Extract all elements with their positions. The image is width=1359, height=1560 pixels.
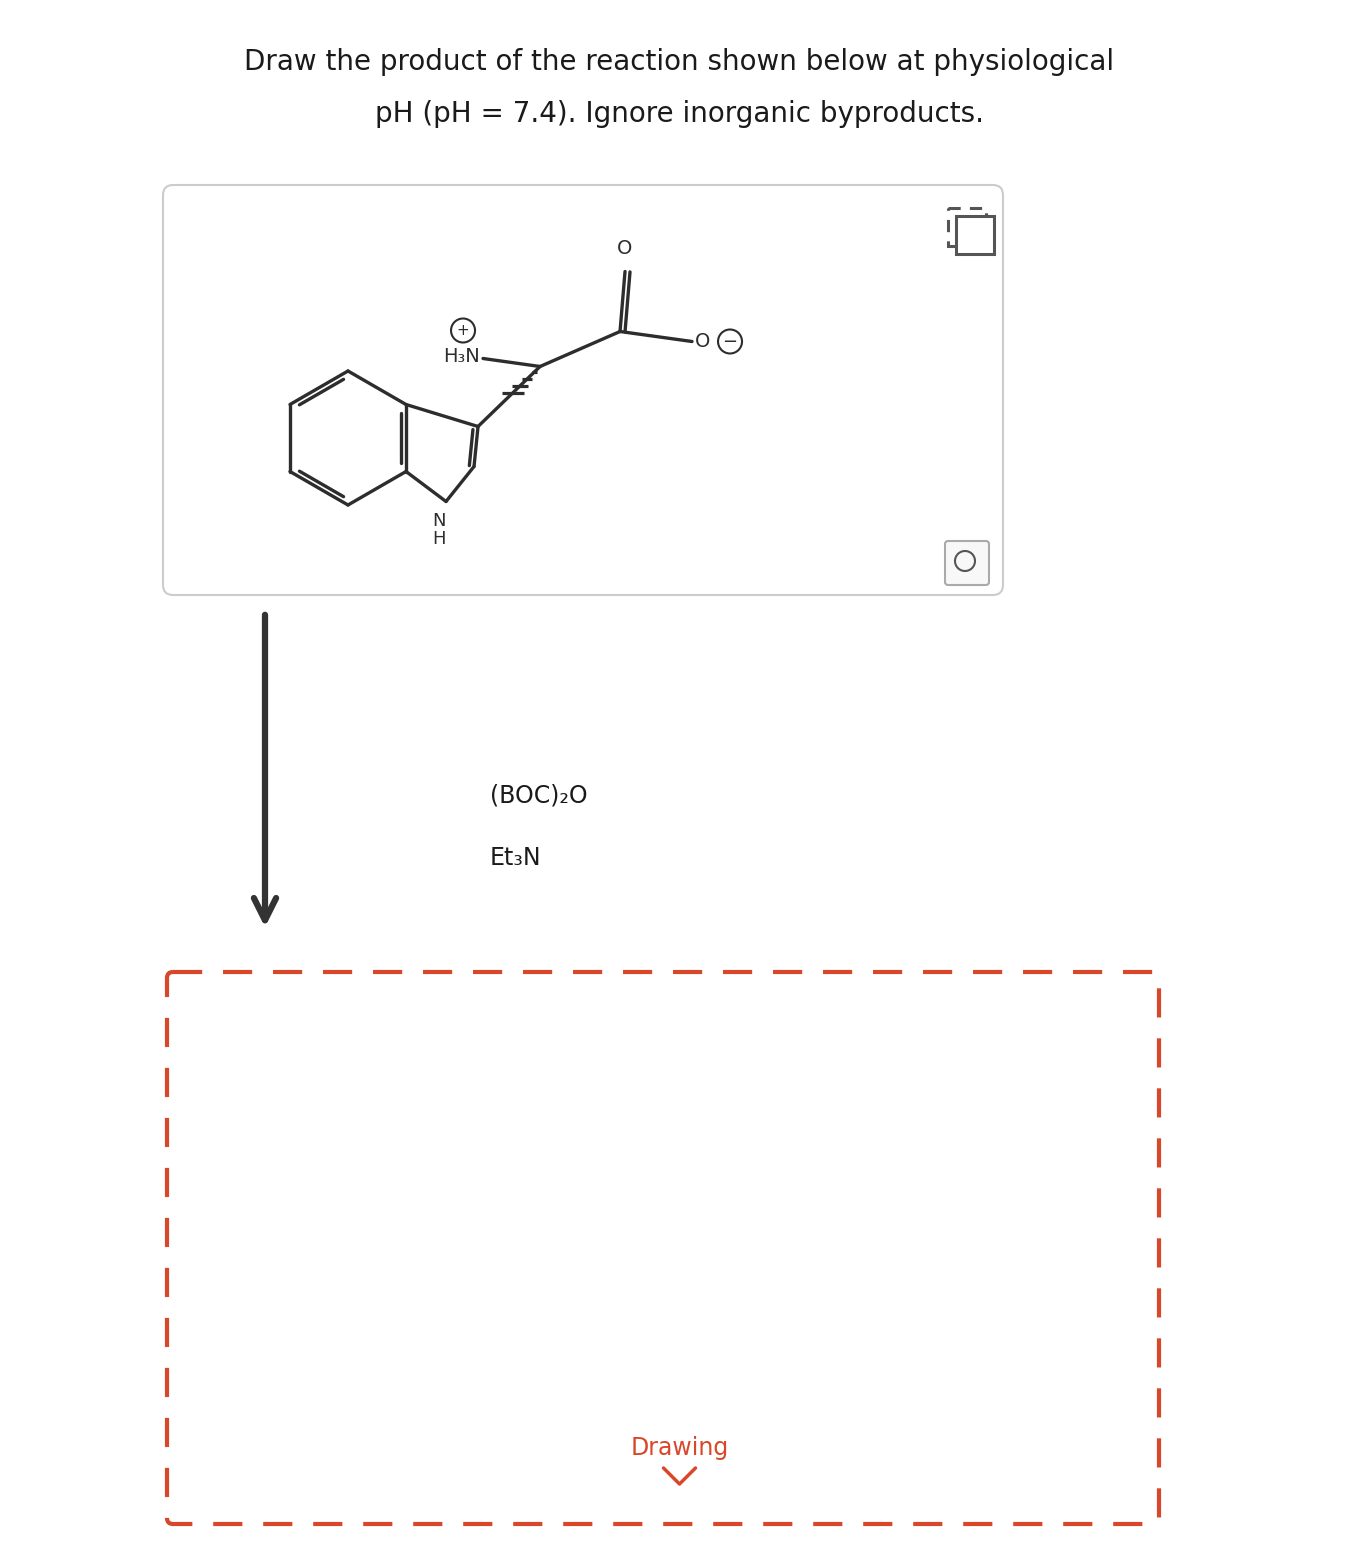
Text: N: N [432,512,446,529]
FancyBboxPatch shape [945,541,989,585]
Bar [949,207,987,246]
Text: (BOC)₂O: (BOC)₂O [491,783,587,807]
Text: H₃N: H₃N [443,346,480,367]
FancyBboxPatch shape [163,186,1003,594]
Text: −: − [723,334,738,351]
Text: Et₃N: Et₃N [491,846,542,870]
Text: Drawing: Drawing [631,1437,728,1460]
Bar [955,215,993,254]
Text: pH (pH = 7.4). Ignore inorganic byproducts.: pH (pH = 7.4). Ignore inorganic byproduc… [375,100,984,128]
Text: H: H [432,529,446,548]
Text: +: + [457,323,469,339]
Text: O: O [694,332,711,351]
Text: Draw the product of the reaction shown below at physiological: Draw the product of the reaction shown b… [245,48,1114,76]
Text: O: O [617,239,633,257]
